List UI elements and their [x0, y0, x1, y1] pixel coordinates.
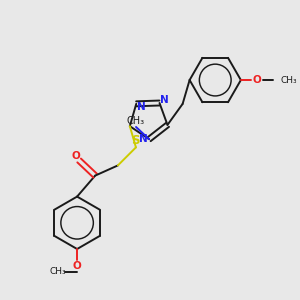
Text: N: N [160, 94, 168, 104]
Text: O: O [72, 151, 81, 160]
Text: CH₃: CH₃ [126, 116, 145, 126]
Text: O: O [73, 261, 82, 271]
Text: O: O [253, 75, 261, 85]
Text: CH₃: CH₃ [280, 76, 297, 85]
Text: N: N [139, 134, 148, 144]
Text: N: N [137, 102, 146, 112]
Text: CH₃: CH₃ [50, 267, 67, 276]
Text: S: S [131, 134, 140, 148]
